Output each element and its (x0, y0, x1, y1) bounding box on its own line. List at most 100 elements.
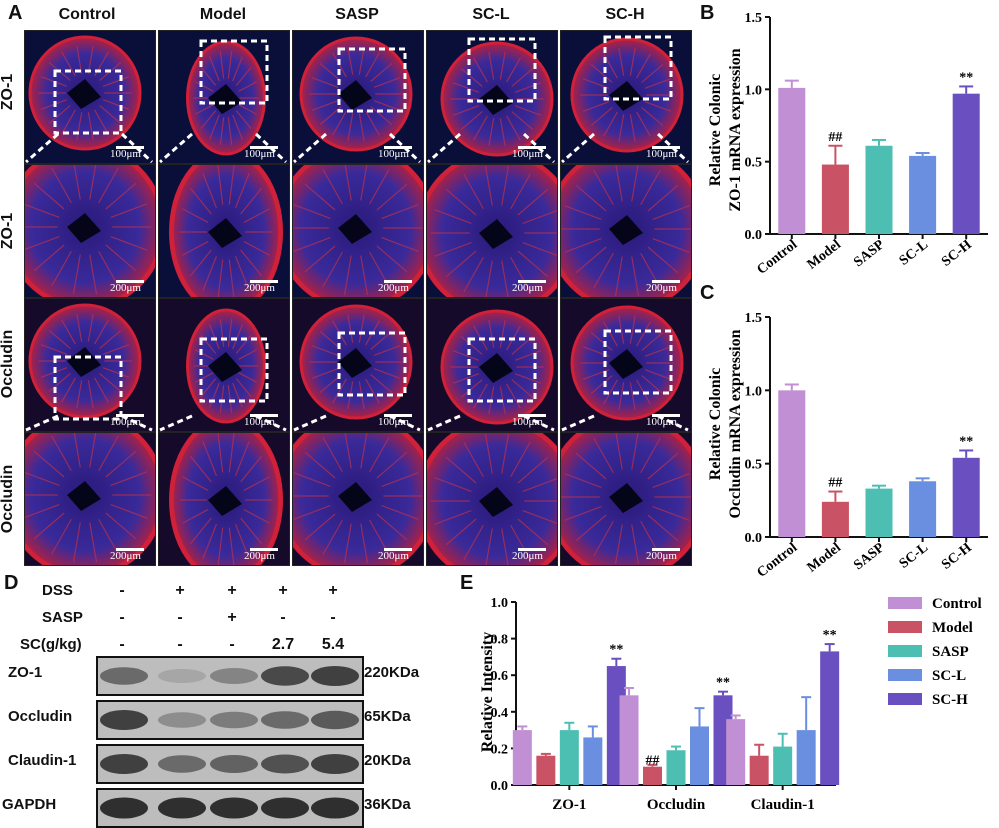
bar (773, 746, 793, 785)
scale-bar-label: 100μm (110, 148, 141, 160)
x-tick-label: SASP (851, 237, 888, 270)
zoom-region-box (603, 35, 673, 101)
y-tick-label: 0.8 (491, 633, 509, 648)
bar (909, 155, 937, 234)
scale-bar-label: 200μm (110, 550, 141, 562)
bar (643, 766, 662, 785)
x-tick-label: Occludin (647, 797, 706, 813)
scale-bar-label: 200μm (378, 282, 409, 294)
x-tick-label: ZO-1 (552, 797, 586, 813)
treatment-mark: - (229, 636, 235, 653)
x-tick-label: Model (805, 540, 844, 575)
bar (778, 87, 806, 235)
scale-bar-label: 200μm (512, 550, 543, 562)
blot-protein-label: GAPDH (2, 796, 57, 813)
scale-bar (652, 548, 680, 551)
zoom-region-box (337, 47, 407, 113)
treatment-label: SASP (42, 609, 83, 626)
column-header-sc-l: SC-L (472, 6, 510, 23)
scale-bar (652, 280, 680, 283)
bar (512, 730, 532, 785)
protein-band (311, 666, 359, 686)
row-header-zo1-low: ZO-1 (0, 73, 16, 111)
zoom-region-box (467, 37, 537, 103)
scale-bar-label: 100μm (646, 416, 677, 428)
protein-band (210, 711, 258, 729)
y-tick-label: 1.0 (491, 596, 509, 611)
legend-swatch (888, 621, 922, 633)
column-header-control: Control (58, 6, 116, 23)
blot-strip (96, 700, 364, 740)
y-tick-label: 0.0 (491, 779, 509, 794)
treatment-label: DSS (42, 582, 73, 599)
protein-band (158, 755, 206, 773)
treatment-mark: + (278, 582, 288, 599)
scale-bar (116, 548, 144, 551)
micrograph-tile (24, 30, 156, 164)
micrograph-tile (426, 164, 558, 298)
protein-band (100, 797, 148, 819)
chart-e-ylabel: Relative Intensity (479, 632, 496, 752)
bar (749, 755, 769, 785)
treatment-mark: - (119, 609, 125, 626)
y-tick-label: 0.0 (745, 228, 763, 243)
micrograph-tile (158, 432, 290, 566)
treatment-mark: - (177, 609, 183, 626)
micrograph-tile (560, 298, 692, 432)
treatment-mark: + (175, 582, 185, 599)
micrograph-tile (292, 298, 424, 432)
protein-band (158, 669, 206, 683)
significance-label: ## (646, 754, 660, 769)
protein-band (261, 754, 309, 774)
y-tick-label: 0.2 (491, 742, 509, 757)
legend-swatch (888, 669, 922, 681)
y-tick-label: 0.5 (745, 458, 763, 473)
column-header-sasp: SASP (335, 6, 379, 23)
protein-band (158, 712, 206, 728)
scale-bar-label: 200μm (244, 282, 275, 294)
row-header-occludin-low: Occludin (0, 329, 16, 399)
zoom-region-box (199, 337, 269, 403)
y-tick-label: 0.4 (491, 706, 509, 721)
zoom-region-box (53, 355, 123, 421)
micrograph-tile (426, 432, 558, 566)
chart-e-relative-intensity: Relative Intensity 0.0 0.2 0.4 0.6 0.8 1.0 ** Z… (479, 596, 982, 813)
scale-bar-label: 200μm (378, 550, 409, 562)
scale-bar-label: 100μm (646, 148, 677, 160)
scale-bar-label: 100μm (378, 148, 409, 160)
bar (821, 501, 849, 537)
legend-label: Control (932, 596, 982, 612)
zoom-region-box (467, 337, 537, 403)
significance-label: ** (959, 70, 973, 85)
bar (619, 695, 639, 785)
scale-bar (518, 548, 546, 551)
chart-c-occludin-mrna: Relative Colonic Occludin mRNA expressio… (707, 311, 988, 581)
row-header-occludin-high: Occludin (0, 464, 16, 534)
protein-band (158, 797, 206, 819)
treatment-label: SC(g/kg) (20, 636, 82, 653)
micrograph-tile (560, 164, 692, 298)
micrograph-tile (24, 164, 156, 298)
x-tick-label: Model (805, 237, 844, 272)
y-tick-label: 1.0 (745, 384, 763, 399)
legend-label: SC-L (932, 668, 966, 684)
treatment-mark: + (227, 582, 237, 599)
scale-bar-label: 200μm (512, 282, 543, 294)
chart-b-zo1-mrna: Relative Colonic ZO-1 mRNA expression 0.… (707, 11, 988, 278)
scale-bar-label: 100μm (512, 416, 543, 428)
blot-protein-label: Occludin (8, 708, 73, 725)
column-header-sc-h: SC-H (605, 6, 645, 23)
blot-strip (96, 788, 364, 828)
treatment-mark: 5.4 (321, 636, 345, 653)
bar (583, 737, 603, 785)
chart-c-ylabel-line1: Relative Colonic (707, 368, 724, 480)
scale-bar (518, 280, 546, 283)
micrograph-tile (158, 30, 290, 164)
significance-label: ## (828, 476, 842, 491)
zoom-region-box (53, 69, 123, 135)
scale-bar-label: 200μm (646, 282, 677, 294)
significance-label: ** (609, 643, 623, 658)
x-tick-label: SC-H (939, 237, 975, 269)
x-tick-label: Control (754, 237, 800, 277)
chart-b-ylabel-line1: Relative Colonic (707, 74, 724, 186)
